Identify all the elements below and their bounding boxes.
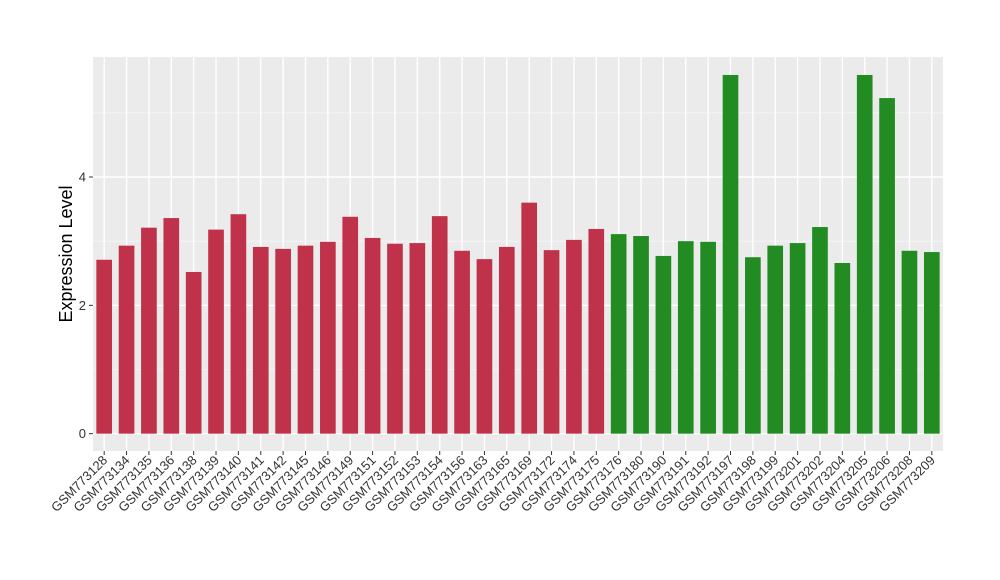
bar xyxy=(633,236,649,434)
bar xyxy=(923,252,940,434)
bar xyxy=(722,74,739,434)
bar xyxy=(789,243,806,434)
bar xyxy=(588,228,605,434)
y-tick-label: 2 xyxy=(79,298,86,313)
y-tick-label: 0 xyxy=(79,426,86,441)
bar xyxy=(812,227,828,434)
bar xyxy=(118,245,135,434)
bar xyxy=(297,245,314,434)
bar xyxy=(879,98,895,434)
bar xyxy=(185,271,202,434)
bar xyxy=(275,248,291,434)
bar xyxy=(745,257,761,434)
bar xyxy=(610,234,627,434)
bar xyxy=(834,262,851,434)
bar xyxy=(700,241,716,434)
bar xyxy=(901,250,918,434)
bar xyxy=(767,245,784,434)
bar xyxy=(677,241,694,434)
bar xyxy=(387,243,403,434)
bar xyxy=(498,246,515,434)
bar xyxy=(431,216,448,434)
bar xyxy=(320,241,336,434)
bar xyxy=(230,214,247,434)
bar xyxy=(409,243,426,434)
bar xyxy=(141,227,157,434)
y-tick-label: 4 xyxy=(79,169,86,184)
bar xyxy=(856,74,873,434)
bar xyxy=(566,239,582,434)
bar xyxy=(252,246,269,434)
bar xyxy=(655,255,672,434)
bar xyxy=(163,218,180,434)
bar xyxy=(96,259,113,434)
bar xyxy=(208,229,224,434)
bar xyxy=(476,259,493,434)
bar xyxy=(364,237,381,434)
bar xyxy=(454,250,470,434)
y-axis-label: Expression Level xyxy=(56,185,76,322)
bar xyxy=(543,250,560,434)
bar xyxy=(342,216,359,434)
bar xyxy=(521,202,538,434)
